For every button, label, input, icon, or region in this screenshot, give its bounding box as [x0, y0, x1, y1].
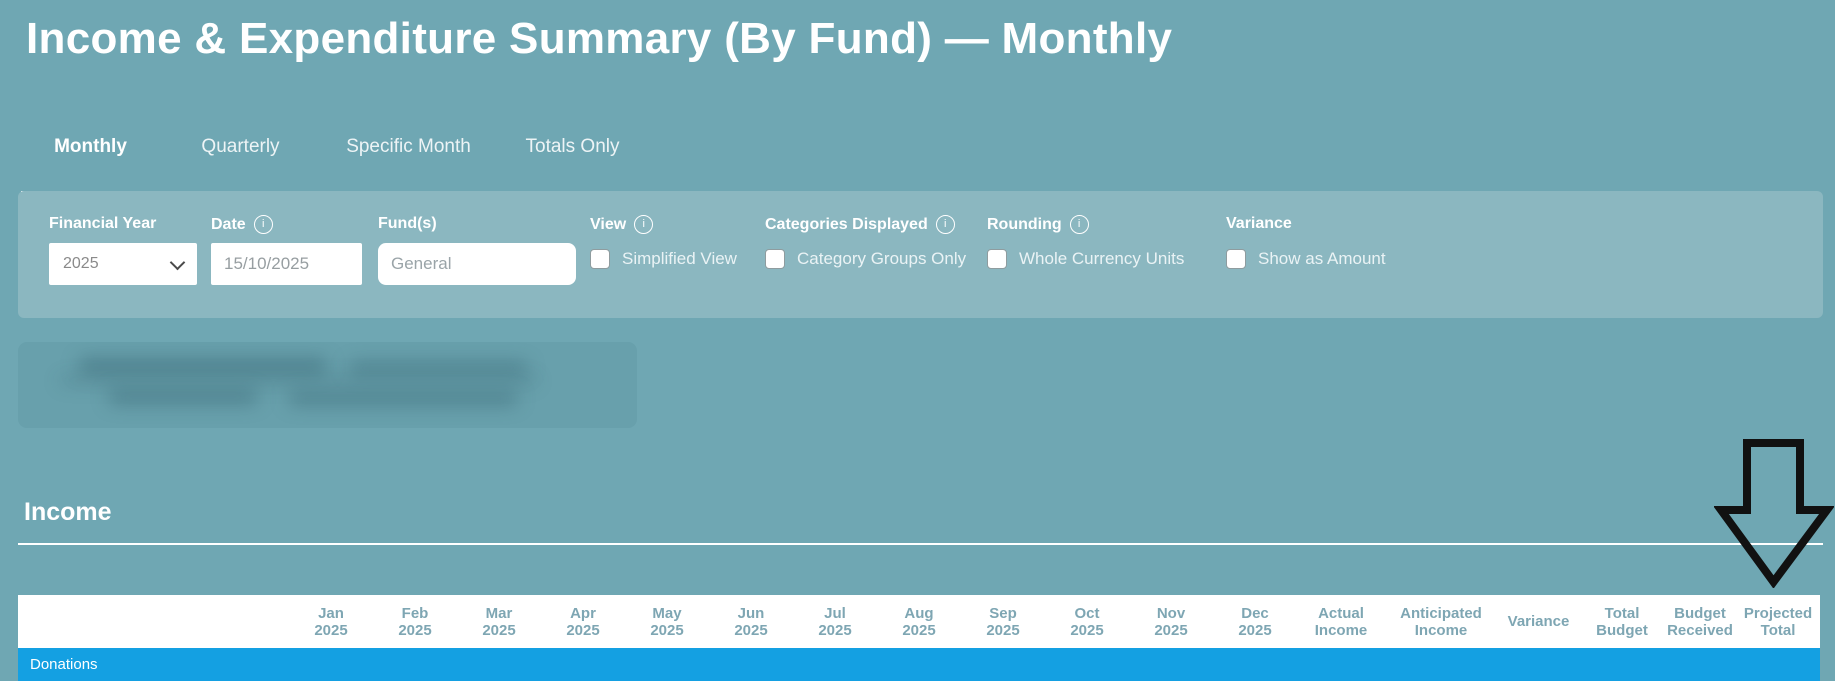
rounding-label: Rounding [987, 215, 1062, 233]
col-may-2025: May 2025 [650, 604, 684, 639]
report-tabs: Monthly Quarterly Specific Month Totals … [21, 128, 639, 200]
col-nov-2025: Nov 2025 [1154, 604, 1188, 639]
col-oct-2025: Oct 2025 [1070, 604, 1104, 639]
chevron-down-icon [169, 254, 186, 270]
categories-displayed-label: Categories Displayed [765, 215, 928, 233]
funds-input[interactable] [378, 243, 576, 285]
financial-year-select[interactable]: 2025 [49, 243, 197, 285]
col-aug-2025: Aug 2025 [902, 604, 936, 639]
show-as-amount-option[interactable]: Show as Amount [1226, 249, 1386, 269]
tab-totals-only[interactable]: Totals Only [506, 128, 639, 200]
simplified-view-option[interactable]: Simplified View [590, 249, 737, 269]
col-mar-2025: Mar 2025 [482, 604, 516, 639]
whole-currency-units-checkbox[interactable] [987, 249, 1007, 269]
simplified-view-label: Simplified View [622, 249, 737, 268]
tab-totals-only-label: Totals Only [525, 136, 620, 157]
info-icon[interactable]: i [253, 215, 273, 234]
tab-quarterly-label: Quarterly [201, 136, 280, 157]
info-icon[interactable]: i [1069, 215, 1089, 234]
tab-quarterly[interactable]: Quarterly [170, 128, 311, 200]
col-anticipated-income: Anticipated Income [1400, 604, 1482, 639]
col-apr-2025: Apr 2025 [566, 604, 600, 639]
tab-monthly-label: Monthly [54, 136, 127, 157]
col-sep-2025: Sep 2025 [986, 604, 1020, 639]
category-groups-only-label: Category Groups Only [797, 249, 967, 268]
simplified-view-checkbox[interactable] [590, 249, 610, 269]
col-variance: Variance [1507, 613, 1570, 630]
tab-monthly[interactable]: Monthly [21, 128, 160, 200]
financial-year-label: Financial Year [49, 215, 156, 233]
income-table: Jan 2025 Feb 2025 Mar 2025 Apr 2025 May 2025 … [18, 595, 1820, 681]
date-input[interactable] [211, 243, 362, 285]
col-jan-2025: Jan 2025 [314, 604, 348, 639]
category-groups-only-option[interactable]: Category Groups Only [765, 249, 966, 269]
redacted-text [108, 390, 258, 404]
financial-year-value: 2025 [63, 255, 99, 272]
col-jul-2025: Jul 2025 [818, 604, 852, 639]
filter-panel: Financial Year 2025 Date i Fund(s) View … [18, 191, 1823, 318]
income-section-heading: Income [24, 498, 112, 526]
show-as-amount-label: Show as Amount [1258, 249, 1386, 268]
redacted-text [58, 376, 538, 386]
table-row-donations[interactable]: Donations [18, 648, 1820, 681]
show-as-amount-checkbox[interactable] [1226, 249, 1246, 269]
col-dec-2025: Dec 2025 [1238, 604, 1272, 639]
redacted-text [348, 362, 528, 374]
income-table-header: Jan 2025 Feb 2025 Mar 2025 Apr 2025 May 2025 … [18, 595, 1820, 648]
funds-label: Fund(s) [378, 215, 437, 232]
col-feb-2025: Feb 2025 [398, 604, 432, 639]
whole-currency-units-label: Whole Currency Units [1019, 249, 1185, 268]
financial-year-label-text: Financial Year [49, 215, 157, 232]
info-icon[interactable]: i [935, 215, 955, 234]
col-projected-total: Projected Total [1743, 604, 1813, 639]
date-label: Date [211, 215, 246, 233]
col-actual-income: Actual Income [1314, 604, 1368, 639]
page-title: Income & Expenditure Summary (By Fund) —… [26, 14, 1173, 63]
whole-currency-units-option[interactable]: Whole Currency Units [987, 249, 1184, 269]
col-total-budget: Total Budget [1596, 604, 1648, 639]
col-jun-2025: Jun 2025 [734, 604, 768, 639]
redacted-text [288, 392, 518, 405]
info-icon[interactable]: i [634, 215, 654, 234]
donations-row-label: Donations [30, 656, 98, 673]
down-arrow-annotation-icon [1714, 439, 1834, 588]
redacted-text [78, 358, 328, 374]
category-groups-only-checkbox[interactable] [765, 249, 785, 269]
income-section-divider [18, 543, 1823, 545]
view-label: View [590, 215, 627, 233]
variance-label: Variance [1226, 215, 1292, 232]
col-budget-received: Budget Received [1667, 604, 1733, 639]
redacted-content-block [18, 342, 637, 428]
tab-specific-month-label: Specific Month [346, 136, 471, 157]
tab-specific-month[interactable]: Specific Month [321, 128, 496, 200]
